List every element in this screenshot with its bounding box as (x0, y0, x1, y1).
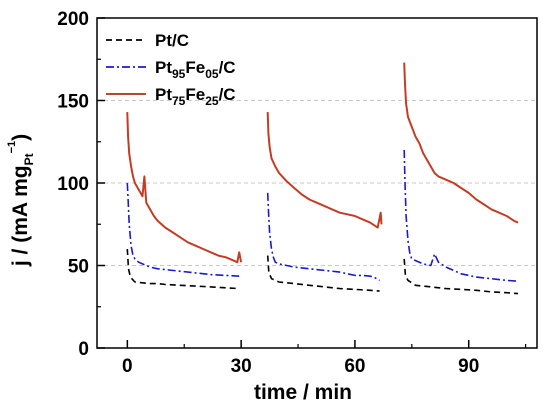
legend-label-part: Pt (155, 85, 172, 104)
series-ptc-segment-2 (266, 255, 380, 292)
series-pt75-segment-2 (266, 112, 383, 229)
y-tick-label-150: 150 (57, 92, 89, 113)
x-tick-label-90: 90 (458, 356, 479, 377)
series-pt75-segment-3 (403, 62, 519, 224)
y-axis-title-close: ) (9, 134, 32, 141)
series-ptc-segment-1 (126, 248, 240, 290)
y-axis-title-main: j / (mA mg (9, 165, 32, 267)
y-tick-label-200: 200 (57, 9, 89, 30)
legend-label-part: 25 (205, 94, 219, 108)
legend-label-part: 95 (172, 67, 186, 81)
series-ptc-segment-3 (403, 258, 519, 295)
series-pt95-segment-3 (403, 149, 519, 282)
grid-lines (97, 100, 537, 266)
legend-label-part: Fe (185, 85, 205, 104)
series-layer (126, 62, 519, 295)
series-pt95 (126, 149, 519, 282)
x-tick-label-0: 0 (122, 356, 133, 377)
series-pt95-segment-2 (266, 192, 381, 282)
legend-label-pt95: Pt95Fe05/C (155, 58, 236, 81)
legend-label-part: Pt (155, 58, 172, 77)
legend-label-part: Fe (185, 58, 205, 77)
x-axis-title: time / min (254, 381, 352, 404)
series-ptc (126, 248, 519, 295)
y-tick-label-100: 100 (57, 174, 89, 195)
legend-label-part: /C (219, 58, 236, 77)
legend-label-part: Pt/C (155, 31, 189, 50)
series-pt75 (126, 62, 519, 264)
y-axis-title-sup: −1 (6, 141, 18, 154)
x-tick-label-30: 30 (231, 356, 252, 377)
series-pt95-segment-1 (126, 182, 240, 277)
x-tick-label-60: 60 (344, 356, 365, 377)
legend-label-part: /C (219, 85, 236, 104)
series-pt75-highlight-2 (267, 112, 382, 229)
series-pt75-highlight-1 (126, 112, 242, 263)
legend-label-part: 75 (172, 94, 186, 108)
y-tick-label-50: 50 (68, 257, 89, 278)
legend-label-ptc: Pt/C (155, 31, 189, 50)
y-tick-label-0: 0 (78, 339, 89, 360)
legend-label-part: 05 (205, 67, 219, 81)
y-axis-title-sub: Pt (22, 153, 36, 165)
series-pt75-highlight-3 (403, 62, 519, 224)
legend-label-pt75: Pt75Fe25/C (155, 85, 236, 108)
y-axis-title: j / (mA mgPt −1) (6, 134, 36, 267)
